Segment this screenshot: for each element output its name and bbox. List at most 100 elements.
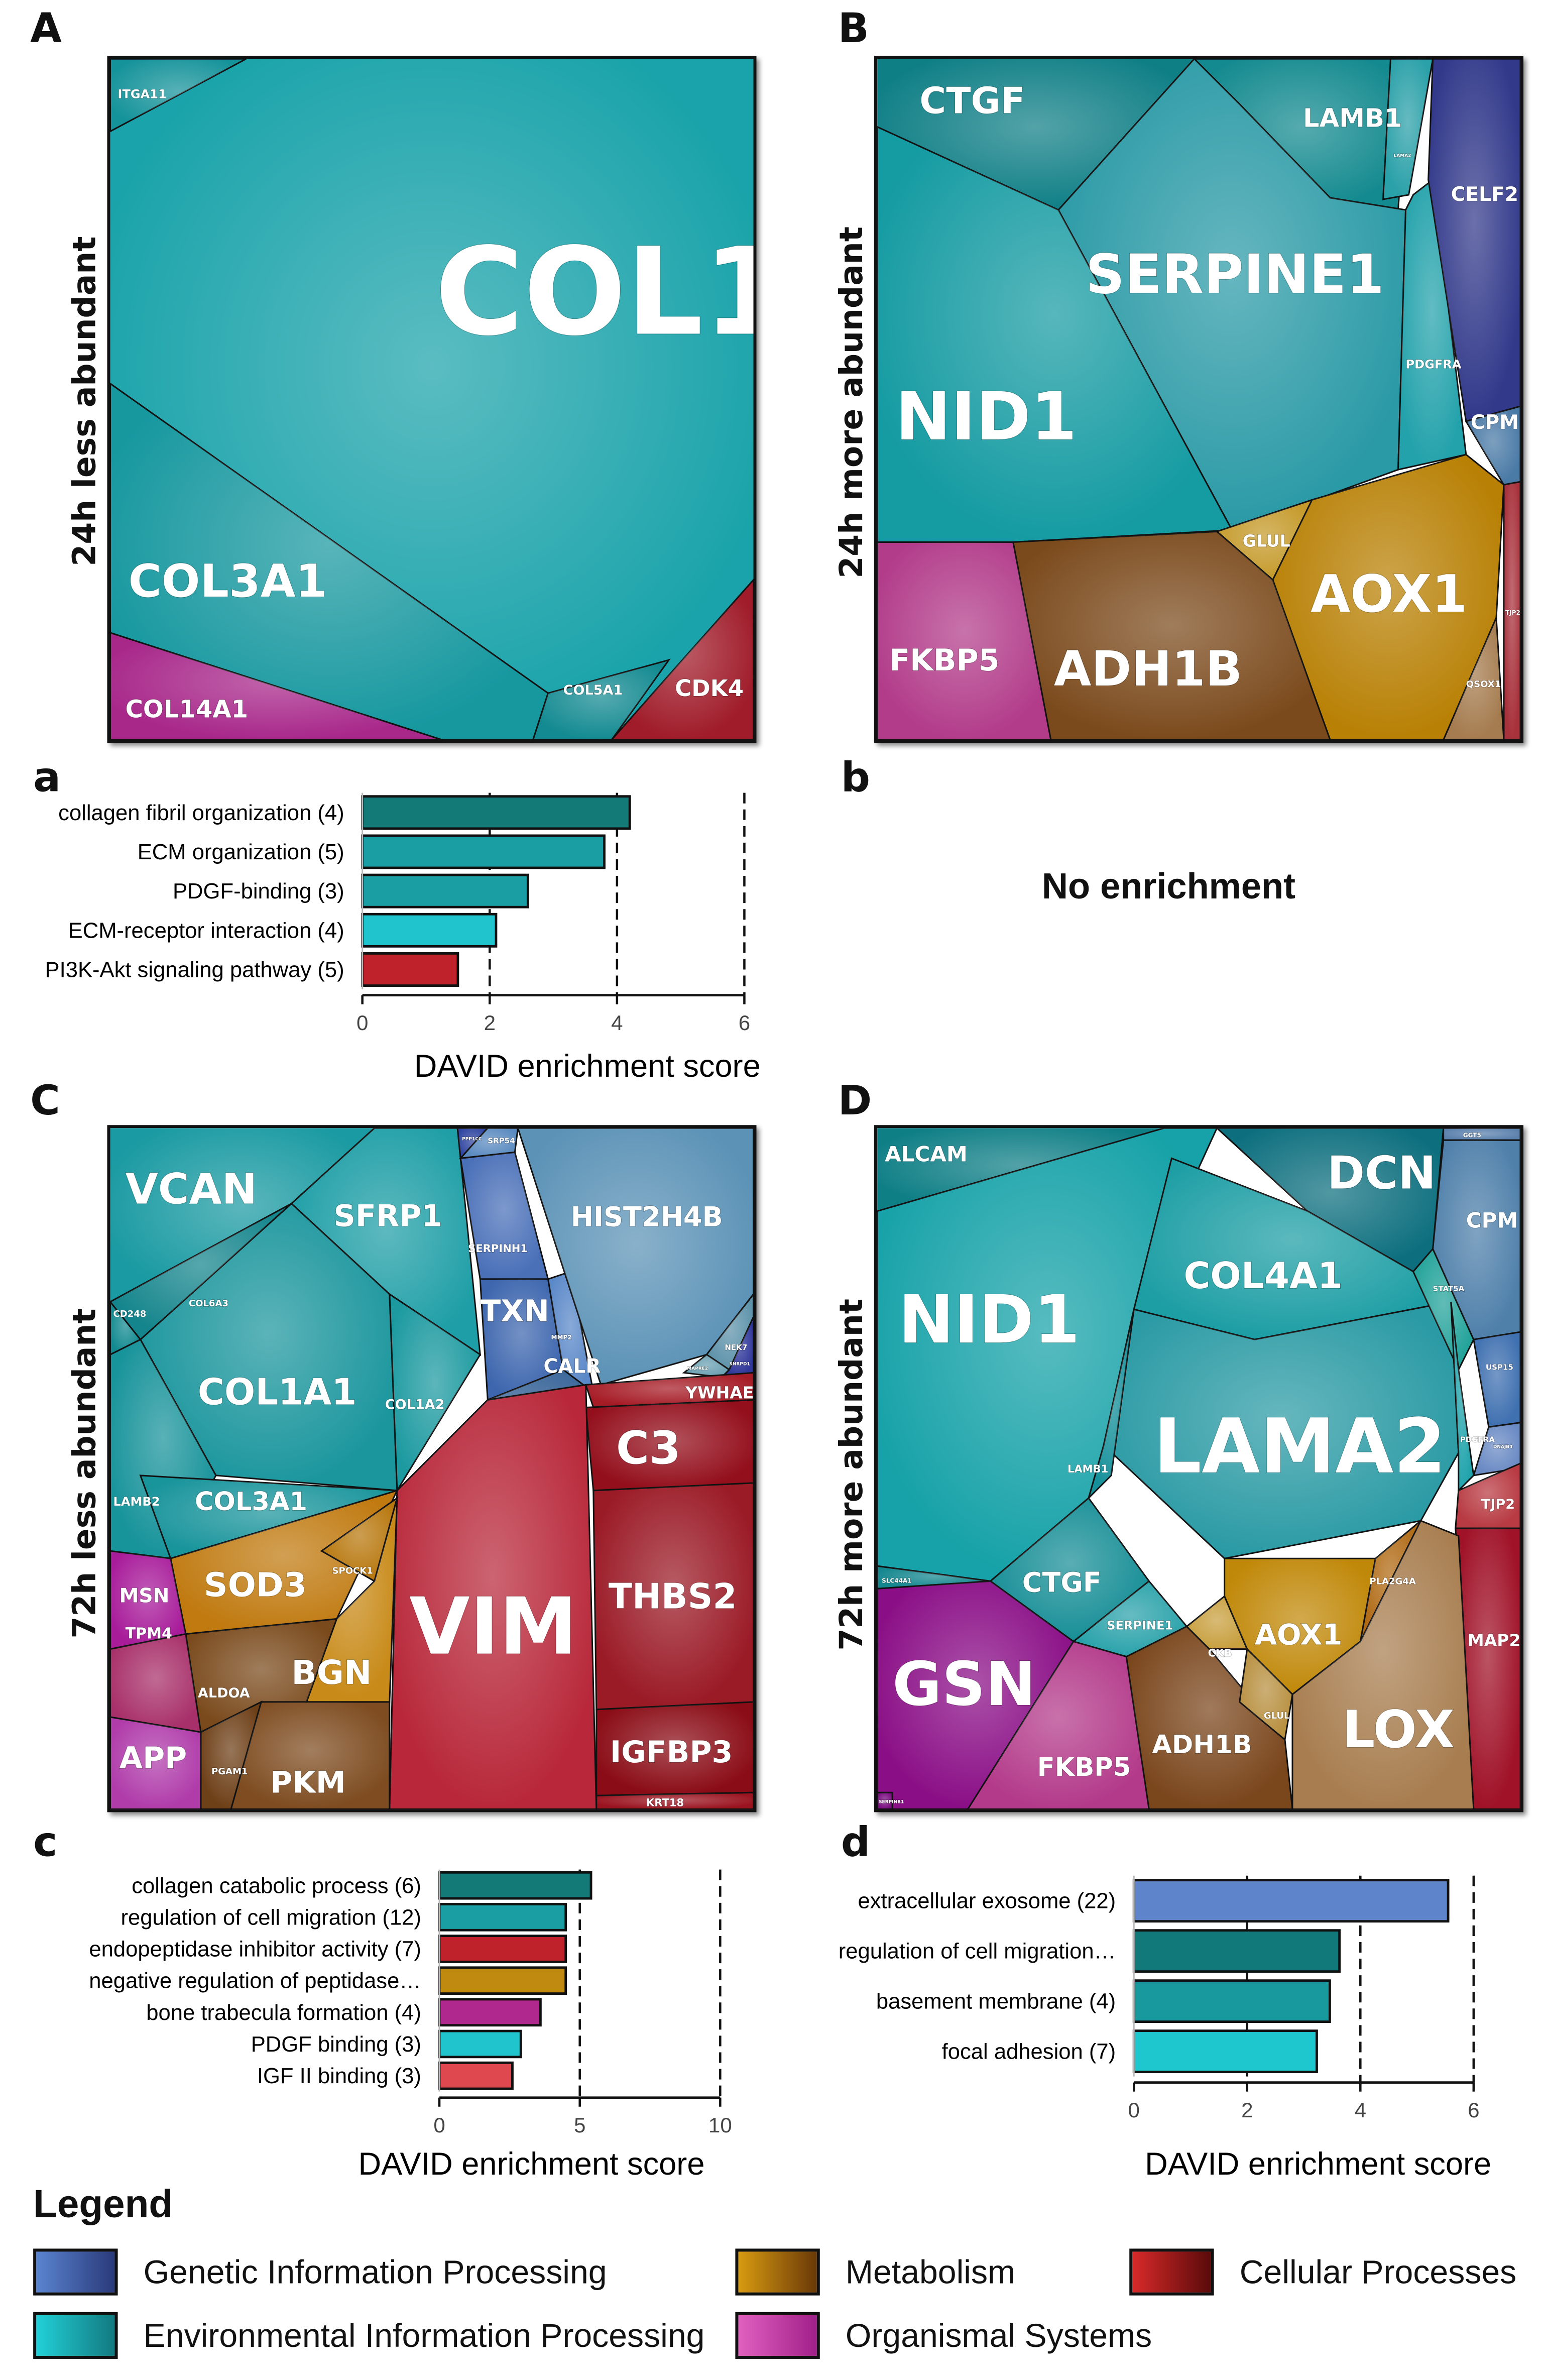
bar-chart-a: collagen fibril organization (4) ECM orga… xyxy=(45,792,761,1084)
bar xyxy=(438,1998,542,2027)
category-label: basement membrane (4) xyxy=(876,1990,1116,2014)
category-label: bone trabecula formation (4) xyxy=(146,2001,421,2025)
cell-tpm4-highlight xyxy=(110,1634,201,1733)
side-label-D: 72h more abundant xyxy=(833,1299,870,1651)
cell-label: SLC44A1 xyxy=(882,1577,912,1584)
cell-gsn-highlight xyxy=(877,1581,1074,1809)
voronoi-treemap-B: CTGF LAMB1 SERPINE1 NID1 LAMA2 PDGFRA CELF2 CPM… xyxy=(874,56,1524,743)
cell-nid1-highlight xyxy=(877,1128,1217,1581)
cell-vim-highlight xyxy=(389,1385,597,1809)
cell-label: FKBP5 xyxy=(1037,1753,1131,1782)
cell-label: QSOX1 xyxy=(1466,679,1501,690)
cell-fkbp5 xyxy=(877,541,1052,740)
panel-letter-D: D xyxy=(838,1078,872,1125)
cell-col1a2 xyxy=(389,1293,482,1493)
cell-hist2h4b-highlight xyxy=(518,1128,754,1385)
cell-app xyxy=(110,1716,202,1809)
bar xyxy=(438,1935,567,1963)
cell-col5a1 xyxy=(532,658,671,740)
cell-msn-highlight xyxy=(110,1551,186,1649)
cell-label: TPM4 xyxy=(126,1625,172,1643)
x-tick-label: 6 xyxy=(739,1011,750,1035)
x-tick-label: 2 xyxy=(484,1011,496,1035)
cell-ywhae xyxy=(584,1372,754,1409)
cell-label: STAT5A xyxy=(1433,1284,1465,1293)
cell-map2 xyxy=(1455,1527,1521,1809)
cell-qsox1-highlight xyxy=(1443,617,1504,740)
cell-thbs2 xyxy=(592,1482,754,1711)
cell-lamb1 xyxy=(1087,1309,1135,1501)
cell-cpm xyxy=(1465,405,1521,486)
cell-label: ITGA11 xyxy=(118,87,167,101)
cell-label: SFRP1 xyxy=(334,1199,443,1234)
cell-glul-highlight xyxy=(1217,500,1313,580)
category-label: regulation of cell migration… xyxy=(839,1940,1116,1964)
cell-label: LAMA2 xyxy=(1393,154,1411,159)
cell-label: DCN xyxy=(1327,1147,1436,1200)
cell-label: GSN xyxy=(892,1649,1036,1720)
cell-lox-highlight xyxy=(1292,1521,1474,1809)
cell-serpine1-highlight xyxy=(1058,59,1406,530)
legend-swatch xyxy=(33,2312,118,2359)
cell-mapre2-highlight xyxy=(684,1354,730,1378)
cell-lox xyxy=(1291,1520,1475,1809)
legend-label: Genetic Information Processing xyxy=(143,2252,607,2291)
cell-fkbp5 xyxy=(967,1640,1150,1809)
cell-label: KRT18 xyxy=(646,1796,684,1808)
cell-col5a1-highlight xyxy=(533,660,669,740)
cell-glul-highlight xyxy=(1239,1649,1292,1740)
x-tick-label: 0 xyxy=(433,2113,445,2137)
bar xyxy=(361,952,459,987)
cell-label: COL5A1 xyxy=(563,683,623,698)
chart-letter-c: c xyxy=(33,1820,58,1867)
bar xyxy=(438,1966,567,1995)
cell-cd248-highlight xyxy=(110,1302,141,1355)
bar xyxy=(361,873,529,909)
category-label: negative regulation of peptidase… xyxy=(89,1969,421,1993)
bar xyxy=(438,1903,567,1932)
cell-col3a1-highlight xyxy=(110,383,548,740)
cell-label: PLA2G4A xyxy=(1369,1576,1416,1586)
no-enrichment-text: No enrichment xyxy=(1041,867,1296,908)
voronoi-treemap-C: VCAN SFRP1 COL1A1 COL1A2 CD248 COL6A3 LAMB2 COL… xyxy=(107,1125,757,1812)
cell-label: TJP2 xyxy=(1481,1497,1515,1512)
cell-adh1b-highlight xyxy=(1013,531,1331,740)
cell-pdgfra xyxy=(1450,1301,1475,1493)
cell-bgn-highlight xyxy=(306,1498,397,1702)
cell-label: NEK7 xyxy=(725,1343,747,1352)
cell-ggt5-highlight xyxy=(1443,1128,1521,1141)
cell-label: BGN xyxy=(291,1653,372,1692)
cell-label: GGT5 xyxy=(1463,1131,1481,1139)
cell-label: AOX1 xyxy=(1311,564,1467,624)
cell-aox1-highlight xyxy=(1224,1558,1376,1694)
bar xyxy=(438,2061,514,2090)
cell-label: SERPINH1 xyxy=(468,1242,528,1255)
bar xyxy=(1132,1879,1450,1923)
cell-serpine1-highlight xyxy=(1073,1581,1187,1657)
cell-label: PPP1CC xyxy=(462,1137,482,1142)
cell-label: GLUL xyxy=(1243,531,1290,551)
cell-spock1-highlight xyxy=(321,1498,397,1581)
category-label: collagen catabolic process (6) xyxy=(132,1874,421,1898)
legend-swatch xyxy=(735,2248,820,2296)
legend-item-cellular: Cellular Processes xyxy=(1129,2248,1516,2296)
cell-label: MMP2 xyxy=(551,1334,572,1341)
cell-app-highlight xyxy=(110,1717,201,1809)
cell-label: COL14A1 xyxy=(126,695,249,723)
cell-fkbp5-highlight xyxy=(968,1641,1149,1809)
legend-swatch xyxy=(735,2312,820,2359)
voronoi-treemap-A: COL1A1 ITGA11 COL3A1 COL14A1 COL5A1 CDK4 xyxy=(107,56,757,743)
legend-item-genetic: Genetic Information Processing xyxy=(33,2248,607,2296)
chart-letter-a: a xyxy=(33,755,61,802)
cell-label: MAP2 xyxy=(1468,1631,1520,1650)
cell-label: VIM xyxy=(409,1581,577,1672)
cell-label: FKBP5 xyxy=(889,643,999,678)
cell-label: CTGF xyxy=(1022,1566,1102,1598)
bar xyxy=(1132,1929,1341,1973)
cell-label: MSN xyxy=(120,1584,170,1607)
cell-label: THBS2 xyxy=(609,1576,737,1617)
bar xyxy=(438,2029,522,2059)
cell-cpm-highlight xyxy=(1433,1140,1521,1340)
cell-gsn xyxy=(877,1580,1075,1809)
category-label: ECM organization (5) xyxy=(138,840,344,864)
